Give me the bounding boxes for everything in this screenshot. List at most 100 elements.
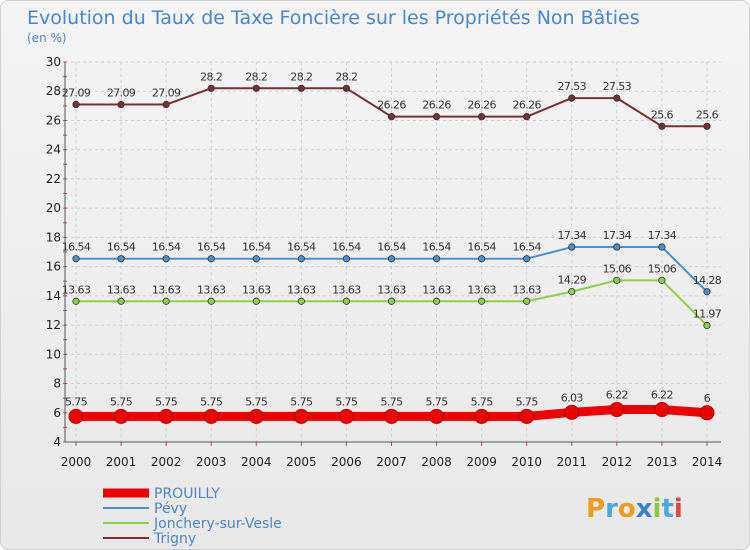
data-point	[162, 255, 170, 263]
data-label: 13.63	[287, 283, 316, 296]
x-tick-label: 2010	[511, 455, 542, 469]
data-point	[478, 297, 486, 305]
data-label: 28.2	[290, 70, 312, 83]
y-tick-label: 16	[46, 260, 61, 274]
y-tick-label: 18	[46, 230, 61, 244]
data-point	[342, 84, 351, 92]
data-point	[252, 255, 260, 263]
data-label: 25.6	[651, 108, 674, 121]
data-point	[478, 113, 486, 121]
legend-label: PROUILLY	[154, 486, 220, 502]
y-tick-label: 26	[46, 113, 61, 127]
data-point	[117, 100, 125, 109]
y-tick-label: 24	[46, 143, 61, 157]
y-tick-label: 28	[46, 84, 61, 98]
data-point	[658, 122, 666, 130]
data-point	[207, 255, 215, 263]
data-point	[252, 297, 260, 305]
data-label: 28.2	[200, 70, 222, 83]
data-label: 17.34	[603, 229, 632, 242]
data-point	[72, 297, 80, 305]
data-label: 14.28	[693, 274, 722, 287]
data-label: 14.29	[558, 274, 587, 287]
y-tick-label: 12	[46, 318, 61, 332]
x-tick-label: 2003	[196, 455, 227, 469]
data-label: 16.54	[242, 241, 271, 254]
data-point	[162, 297, 170, 305]
data-label: 5.75	[290, 395, 313, 408]
chart-title: Evolution du Taux de Taxe Foncière sur l…	[27, 7, 640, 29]
data-label: 13.63	[422, 283, 451, 296]
data-point	[117, 255, 125, 263]
data-point	[523, 297, 531, 305]
data-label: 6.22	[606, 389, 628, 402]
data-label: 16.54	[467, 241, 496, 254]
data-point	[523, 255, 531, 263]
y-tick-label: 30	[46, 55, 61, 69]
data-label: 5.75	[380, 395, 403, 408]
data-label: 28.2	[335, 70, 357, 83]
data-label: 5.75	[471, 395, 494, 408]
data-point	[72, 100, 80, 109]
x-tick-label: 2006	[331, 455, 362, 469]
x-tick-label: 2012	[602, 455, 633, 469]
data-label: 16.54	[512, 241, 541, 254]
data-point	[474, 408, 490, 424]
data-point	[158, 408, 174, 424]
data-label: 5.75	[426, 395, 449, 408]
data-label: 16.54	[197, 241, 226, 254]
x-tick-label: 2001	[106, 455, 137, 469]
x-tick-label: 2014	[692, 455, 723, 469]
data-label: 13.63	[332, 283, 361, 296]
data-label: 27.53	[558, 80, 587, 93]
data-point	[568, 288, 576, 296]
data-label: 15.06	[648, 262, 677, 275]
data-point	[203, 408, 219, 424]
data-label: 6.03	[561, 391, 584, 404]
y-tick-label: 10	[46, 347, 61, 361]
data-label: 28.2	[245, 70, 267, 83]
data-point	[613, 276, 621, 284]
data-point	[297, 255, 305, 263]
logo-letter: t	[661, 494, 673, 524]
data-label: 5.75	[65, 395, 88, 408]
data-point	[342, 255, 351, 263]
data-label: 13.63	[152, 283, 181, 296]
data-label: 6	[704, 392, 711, 405]
data-label: 13.63	[107, 283, 136, 296]
data-point	[387, 255, 396, 263]
data-point	[207, 84, 215, 92]
data-point	[613, 94, 621, 102]
data-point	[432, 255, 441, 263]
data-label: 17.34	[648, 229, 677, 242]
x-tick-label: 2000	[61, 455, 92, 469]
data-label: 5.75	[516, 395, 539, 408]
data-label: 16.54	[152, 241, 181, 254]
x-tick-label: 2008	[421, 455, 452, 469]
data-point	[564, 404, 580, 420]
data-point	[568, 243, 576, 251]
logo-letter: P	[586, 494, 605, 524]
data-label: 13.63	[467, 283, 496, 296]
logo-letter: i	[674, 494, 683, 524]
data-label: 16.54	[62, 241, 91, 254]
data-label: 5.75	[200, 395, 223, 408]
data-label: 27.53	[603, 80, 632, 93]
data-point	[387, 113, 396, 121]
data-label: 16.54	[332, 241, 361, 254]
data-point	[703, 321, 711, 330]
data-point	[654, 402, 670, 418]
data-point	[429, 408, 445, 424]
data-point	[609, 402, 625, 418]
logo-letter: x	[636, 494, 653, 524]
data-label: 5.75	[155, 395, 178, 408]
data-point	[519, 408, 535, 424]
data-label: 13.63	[377, 283, 406, 296]
data-point	[248, 408, 264, 424]
data-point	[478, 255, 486, 263]
data-point	[252, 84, 260, 92]
data-point	[207, 297, 215, 305]
data-label: 5.75	[245, 395, 268, 408]
data-point	[338, 408, 354, 424]
data-point	[568, 94, 576, 102]
